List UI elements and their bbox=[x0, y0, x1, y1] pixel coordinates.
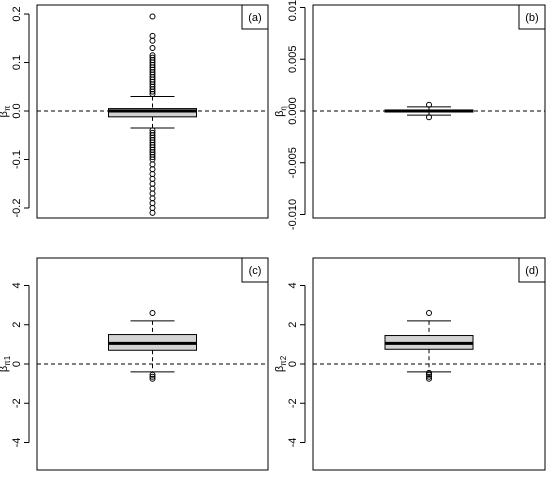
outlier bbox=[149, 190, 156, 197]
outlier bbox=[149, 373, 156, 380]
y-tick-label: -2 bbox=[287, 398, 299, 408]
outlier bbox=[149, 13, 156, 20]
panel-label: (b) bbox=[525, 12, 538, 24]
outlier bbox=[149, 375, 156, 382]
outlier bbox=[149, 195, 156, 202]
outlier bbox=[426, 101, 432, 108]
y-tick-label: -4 bbox=[11, 438, 23, 448]
y-tick-label: -2 bbox=[11, 398, 23, 408]
outlier bbox=[426, 369, 432, 376]
outlier bbox=[149, 52, 156, 59]
y-axis-label-main: β bbox=[274, 366, 286, 372]
y-axis-label-sub: η bbox=[279, 106, 288, 110]
outlier bbox=[149, 44, 156, 51]
y-axis-label-main: β bbox=[0, 366, 10, 372]
outlier bbox=[149, 175, 156, 182]
y-tick-label: 0.0 bbox=[11, 103, 23, 118]
y-tick-label: 0.010 bbox=[287, 0, 299, 21]
outlier bbox=[149, 54, 156, 61]
outlier bbox=[149, 200, 156, 207]
y-axis-label: βη bbox=[274, 106, 288, 117]
outlier bbox=[149, 180, 156, 187]
y-tick-label: 0 bbox=[287, 361, 299, 367]
outlier bbox=[426, 375, 432, 382]
y-tick-label: -4 bbox=[287, 438, 299, 448]
y-tick-label: -0.1 bbox=[11, 150, 23, 169]
outlier bbox=[149, 37, 156, 44]
y-axis-label-sub: π1 bbox=[3, 355, 12, 366]
y-tick-label: 0 bbox=[11, 361, 23, 367]
outlier bbox=[149, 154, 156, 161]
y-tick-label: 2 bbox=[11, 322, 23, 328]
panel-label-box bbox=[518, 257, 546, 283]
outlier bbox=[426, 309, 432, 316]
outlier bbox=[426, 371, 432, 378]
y-axis-label-sub: π bbox=[3, 105, 12, 111]
panel-label-box bbox=[518, 4, 546, 30]
y-tick-label: -0.2 bbox=[11, 199, 23, 218]
outlier bbox=[426, 373, 432, 380]
y-axis-label: βπ1 bbox=[0, 355, 12, 372]
outlier bbox=[149, 32, 156, 39]
panel-label: (c) bbox=[249, 265, 262, 277]
y-axis-label-main: β bbox=[0, 111, 10, 117]
y-tick-label: 4 bbox=[11, 282, 23, 288]
y-tick-label: 0.005 bbox=[287, 45, 299, 73]
outlier bbox=[149, 166, 156, 173]
panel-label-box bbox=[241, 4, 269, 30]
y-axis-label-main: β bbox=[274, 111, 286, 117]
panel-label: (d) bbox=[525, 265, 538, 277]
outlier bbox=[149, 371, 156, 378]
y-tick-label: 0.2 bbox=[11, 6, 23, 21]
panel-label-box bbox=[241, 257, 269, 283]
outlier bbox=[149, 161, 156, 168]
y-tick-label: 4 bbox=[287, 282, 299, 288]
y-tick-label: 2 bbox=[287, 322, 299, 328]
outlier bbox=[149, 209, 156, 216]
y-tick-label: -0.010 bbox=[287, 199, 299, 230]
y-tick-label: -0.005 bbox=[287, 147, 299, 178]
outlier bbox=[149, 171, 156, 178]
y-tick-label: 0.1 bbox=[11, 55, 23, 70]
plot-frame bbox=[312, 4, 546, 219]
y-axis-label: βπ2 bbox=[274, 355, 288, 372]
panel-label: (a) bbox=[248, 12, 261, 24]
y-axis-label-sub: π2 bbox=[279, 355, 288, 366]
box bbox=[108, 108, 197, 118]
y-tick-label: 0.000 bbox=[287, 97, 299, 125]
outlier bbox=[149, 205, 156, 212]
y-axis-label: βπ bbox=[0, 105, 12, 117]
outlier bbox=[426, 114, 432, 121]
outlier bbox=[149, 185, 156, 192]
outlier bbox=[149, 309, 156, 316]
